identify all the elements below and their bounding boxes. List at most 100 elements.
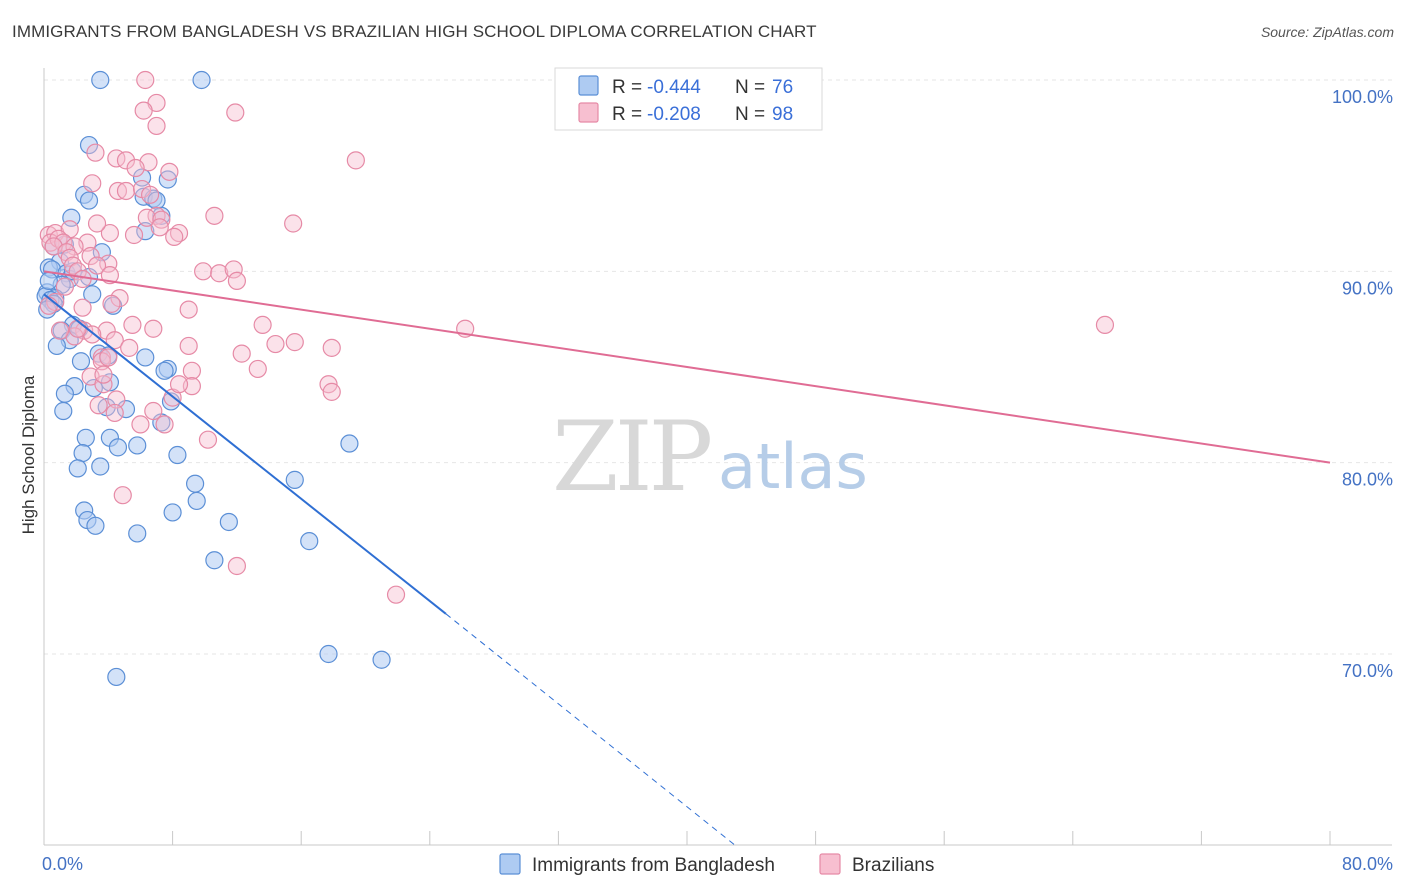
bottom-legend: Immigrants from Bangladesh Brazilians [499,853,934,876]
point-bangladesh [55,384,74,403]
point-brazilians [248,359,267,379]
point-brazilians [99,254,118,273]
point-brazilians [134,101,153,120]
point-brazilians [87,214,107,233]
legend-r-value-bangladesh: -0.444 [647,77,701,98]
series-brazilians-points [39,70,1115,604]
y-tick-label: 100.0% [1332,87,1393,107]
point-brazilians [107,390,126,409]
legend-r-label-bangladesh: R = [612,77,642,98]
source-label: Source: ZipAtlas.com [1260,24,1394,40]
point-brazilians [224,260,243,279]
point-bangladesh [84,378,103,398]
point-brazilians [198,430,218,449]
trend-lines [43,270,1331,846]
point-brazilians [50,321,70,340]
point-brazilians [284,214,303,233]
point-brazilians [73,298,92,317]
chart-title: IMMIGRANTS FROM BANGLADESH VS BRAZILIAN … [12,22,817,41]
point-brazilians [83,174,102,193]
point-bangladesh [71,352,91,371]
point-bangladesh [68,459,87,478]
point-bangladesh [39,271,58,290]
point-brazilians [39,225,58,245]
point-brazilians [155,415,174,434]
legend-n-label-brazilians: N = [735,104,765,125]
point-brazilians [136,70,155,90]
point-brazilians [87,256,107,275]
point-brazilians [55,277,74,296]
point-bangladesh [47,336,66,356]
point-bangladesh [158,170,177,189]
point-brazilians [86,143,105,162]
point-brazilians [266,334,285,354]
x-tick-label-min: 0.0% [42,854,83,874]
point-brazilians [160,162,179,181]
point-bangladesh [108,438,128,457]
axes [43,68,1392,846]
point-brazilians [137,208,156,227]
watermark-zip: ZIP [552,401,711,513]
legend-swatch-bangladesh [578,75,599,96]
point-bangladesh [285,470,304,489]
point-brazilians [227,556,246,576]
point-brazilians [152,210,171,229]
legend: R = -0.444 N = 76 R = -0.208 N = 98 [554,67,823,131]
point-brazilians [144,319,163,338]
legend-swatch-brazilians [578,102,599,123]
point-brazilians [124,225,144,245]
point-brazilians [1095,315,1115,335]
point-bangladesh [91,457,110,476]
point-brazilians [205,206,224,225]
point-bangladesh [107,667,126,687]
y-tick-label: 90.0% [1342,278,1393,298]
point-brazilians [120,338,139,357]
watermark-atlas: atlas [718,430,868,503]
y-tick-label: 70.0% [1342,661,1393,681]
point-brazilians [89,396,108,415]
point-brazilians [116,151,136,170]
point-bangladesh [372,650,391,669]
point-brazilians [100,223,120,243]
point-bangladesh [128,436,147,455]
point-brazilians [39,296,58,315]
point-bangladesh [186,474,205,493]
point-brazilians [73,269,92,289]
point-brazilians [63,256,83,275]
x-tick-label-max: 80.0% [1342,854,1393,874]
bottom-legend-swatch-brazilians [819,853,841,875]
point-brazilians [126,158,145,178]
point-brazilians [194,262,213,281]
legend-r-value-brazilians: -0.208 [647,104,701,125]
point-bangladesh [128,524,147,543]
point-brazilians [210,264,229,283]
point-bangladesh [76,428,95,447]
point-brazilians [150,218,169,237]
point-brazilians [386,585,406,604]
y-tick-labels: 70.0% 80.0% 90.0% 100.0% [1332,87,1393,681]
point-brazilians [285,333,304,352]
point-bangladesh [116,399,136,419]
point-brazilians [68,319,87,338]
point-brazilians [169,375,189,394]
legend-r-label-brazilians: R = [612,104,642,125]
point-bangladesh [168,445,187,465]
point-bangladesh [340,434,359,453]
bottom-legend-label-brazilians: Brazilians [852,855,934,876]
point-brazilians [105,331,124,350]
point-brazilians [123,315,142,335]
point-brazilians [81,246,100,266]
watermark: ZIP atlas [552,401,868,513]
point-brazilians [102,294,121,313]
point-brazilians [232,344,251,363]
point-bangladesh [54,401,73,421]
point-brazilians [113,486,132,505]
point-bangladesh [187,491,206,511]
bottom-legend-swatch-bangladesh [499,853,521,875]
y-axis-label: High School Diploma [19,375,38,534]
point-brazilians [94,375,113,394]
point-bangladesh [86,516,105,535]
point-bangladesh [192,70,211,90]
gridlines [44,79,1392,655]
